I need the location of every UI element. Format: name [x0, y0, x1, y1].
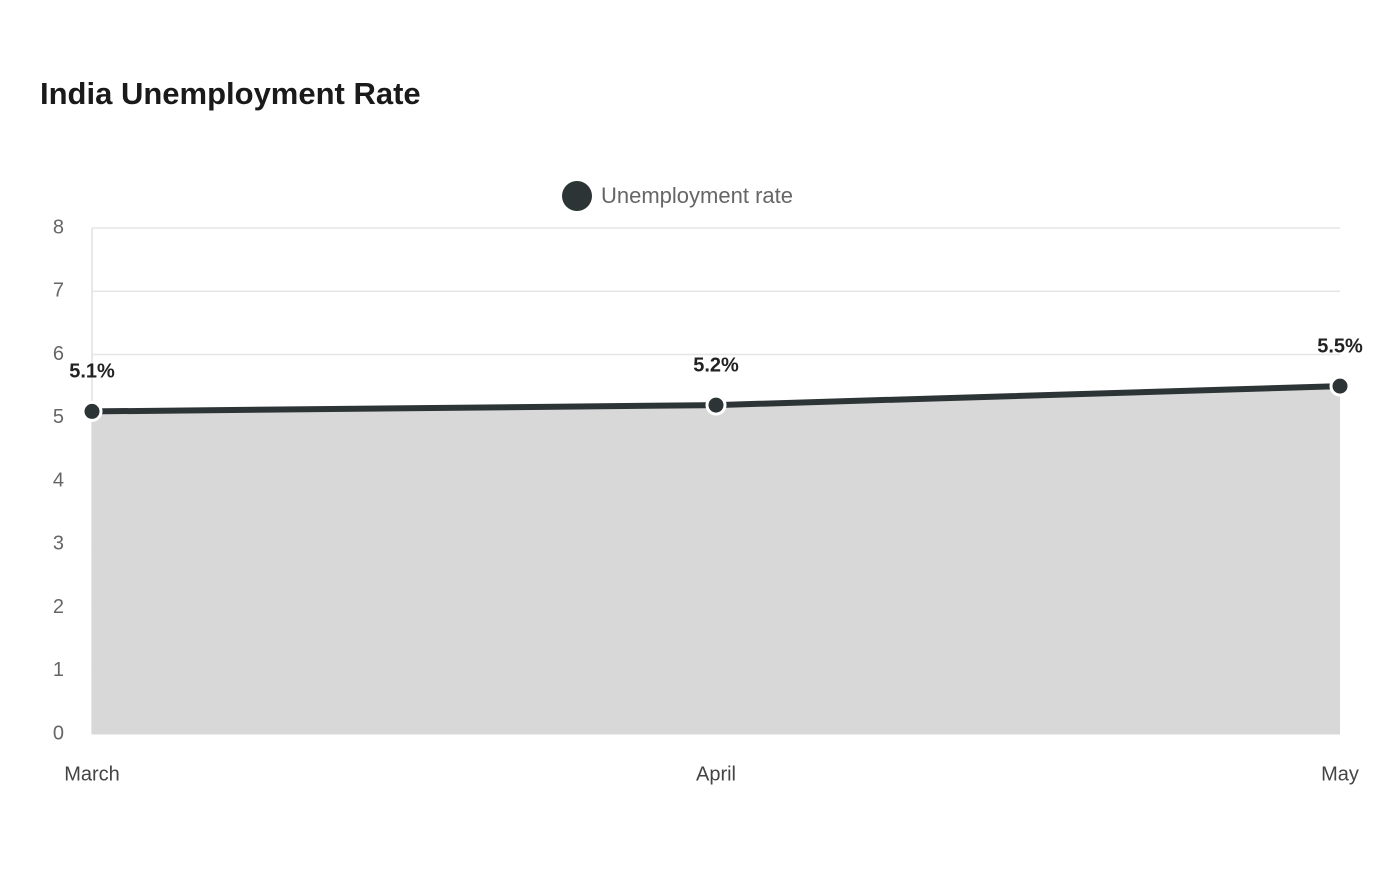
legend-label: Unemployment rate — [601, 183, 793, 208]
y-tick-label: 7 — [53, 280, 64, 302]
y-tick-label: 2 — [53, 596, 64, 618]
y-tick-label: 8 — [53, 216, 64, 238]
y-tick-label: 1 — [53, 659, 64, 681]
legend-marker — [562, 181, 592, 211]
value-label: 5.2% — [693, 354, 739, 376]
chart-title: India Unemployment Rate — [40, 76, 421, 111]
value-label: 5.5% — [1317, 335, 1363, 357]
y-tick-label: 3 — [53, 533, 64, 555]
point — [1329, 375, 1351, 397]
area — [92, 386, 1340, 734]
value-label: 5.1% — [69, 361, 115, 383]
x-tick-label: May — [1321, 763, 1359, 785]
x-tick-label: March — [64, 763, 120, 785]
x-tick-label: April — [696, 763, 736, 785]
y-tick-label: 0 — [53, 722, 64, 744]
point — [705, 394, 727, 416]
y-tick-label: 6 — [53, 343, 64, 365]
y-tick-label: 5 — [53, 406, 64, 428]
point — [81, 400, 103, 422]
y-tick-label: 4 — [53, 469, 64, 491]
